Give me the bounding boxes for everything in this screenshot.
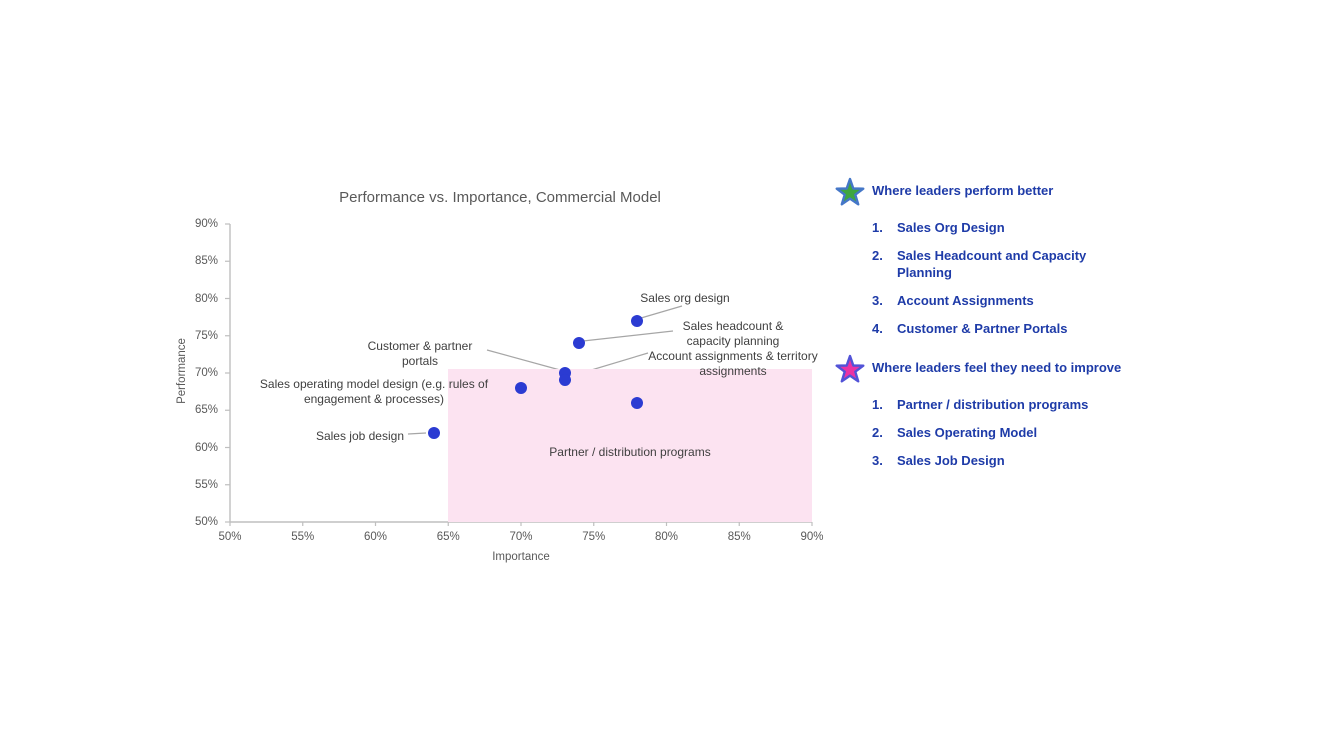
chart-title: Performance vs. Importance, Commercial M… xyxy=(339,189,661,206)
list-item-text: Sales Headcount and Capacity Planning xyxy=(897,248,1087,280)
y-tick-label: 55% xyxy=(194,478,218,491)
list-item-number: 3. xyxy=(872,453,883,468)
list-item: 3. Account Assignments xyxy=(872,292,1154,309)
list-item: 1. Partner / distribution programs xyxy=(872,396,1154,413)
y-tick-label: 65% xyxy=(194,404,218,417)
legend-panel-2: Where leaders feel they need to improve 1… xyxy=(834,354,1154,469)
panel-item-list: 1. Partner / distribution programs 2. Sales… xyxy=(872,396,1154,469)
legend-panel-1: Where leaders perform better 1. Sales Org … xyxy=(834,177,1154,337)
y-tick-label: 60% xyxy=(194,441,218,454)
list-item: 1. Sales Org Design xyxy=(872,219,1154,236)
y-tick-label: 70% xyxy=(194,367,218,379)
panel-heading-row: Where leaders feel they need to improve xyxy=(834,354,1154,385)
x-tick-label: 80% xyxy=(654,531,679,543)
y-tick-label: 80% xyxy=(194,292,218,305)
data-point-account-assignments xyxy=(558,374,571,387)
data-point-sales-org-design xyxy=(631,314,644,327)
point-label-customer-partner-portals: Customer & partner portals xyxy=(367,339,473,368)
x-tick-label: 65% xyxy=(436,531,460,543)
panel-heading: Where leaders perform better xyxy=(872,183,1054,198)
point-label-sales-job-design: Sales job design xyxy=(315,429,404,443)
list-item-text: Customer & Partner Portals xyxy=(897,321,1068,336)
list-item: 2. Sales Headcount and Capacity Planning xyxy=(872,247,1154,281)
x-tick-label: 60% xyxy=(363,531,388,543)
list-item: 4. Customer & Partner Portals xyxy=(872,320,1154,337)
panel-item-list: 1. Sales Org Design 2. Sales Headcount and … xyxy=(872,219,1154,337)
star-icon xyxy=(835,177,865,206)
star-icon xyxy=(835,354,865,383)
panel-heading: Where leaders feel they need to improve xyxy=(872,360,1122,375)
list-item-number: 2. xyxy=(872,425,883,440)
leader-line xyxy=(640,305,683,319)
highlight-region xyxy=(448,369,812,522)
panel-heading-row: Where leaders perform better xyxy=(834,177,1154,208)
list-item: 2. Sales Operating Model xyxy=(872,424,1154,441)
list-item-text: Account Assignments xyxy=(897,293,1034,308)
point-label-sales-org-design: Sales org design xyxy=(640,291,730,305)
point-label-partner-distribution: Partner / distribution programs xyxy=(549,445,711,459)
x-axis-title: Importance xyxy=(492,551,550,563)
x-tick-label: 50% xyxy=(218,531,242,543)
list-item-text: Sales Operating Model xyxy=(897,425,1038,440)
list-item-number: 2. xyxy=(872,248,883,263)
data-point-partner-distribution xyxy=(631,396,644,409)
legend-panel: Where leaders perform better 1. Sales Org … xyxy=(834,177,1154,487)
y-tick-label: 50% xyxy=(194,516,218,528)
list-item-text: Sales Job Design xyxy=(897,453,1005,468)
point-label-sales-operating-model: Sales operating model design (e.g. rules… xyxy=(259,377,489,406)
list-item-number: 1. xyxy=(872,220,883,235)
list-item-number: 3. xyxy=(872,293,883,308)
x-tick-label: 75% xyxy=(582,531,606,543)
x-tick-label: 85% xyxy=(727,531,751,543)
y-tick-label: 85% xyxy=(194,255,218,268)
y-axis-title: Performance xyxy=(176,338,188,404)
list-item-number: 4. xyxy=(872,321,883,336)
x-tick-label: 90% xyxy=(800,531,824,543)
y-tick-label: 75% xyxy=(194,329,218,342)
point-label-sales-headcount: Sales headcount & capacity planning xyxy=(682,319,784,348)
leader-line xyxy=(407,432,427,435)
x-tick-label: 55% xyxy=(291,531,315,543)
leader-line xyxy=(486,349,561,371)
list-item: 3. Sales Job Design xyxy=(872,452,1154,469)
point-label-account-assignments: Account assignments & territory assignme… xyxy=(648,349,818,378)
list-item-text: Partner / distribution programs xyxy=(897,397,1089,412)
data-point-sales-job-design xyxy=(427,426,440,439)
data-point-sales-operating-model xyxy=(515,381,527,394)
y-tick-label: 90% xyxy=(194,218,218,230)
leader-line xyxy=(582,330,674,342)
data-point-sales-headcount xyxy=(573,337,586,350)
list-item-text: Sales Org Design xyxy=(897,220,1005,235)
x-tick-label: 70% xyxy=(509,531,533,543)
list-item-number: 1. xyxy=(872,397,883,412)
